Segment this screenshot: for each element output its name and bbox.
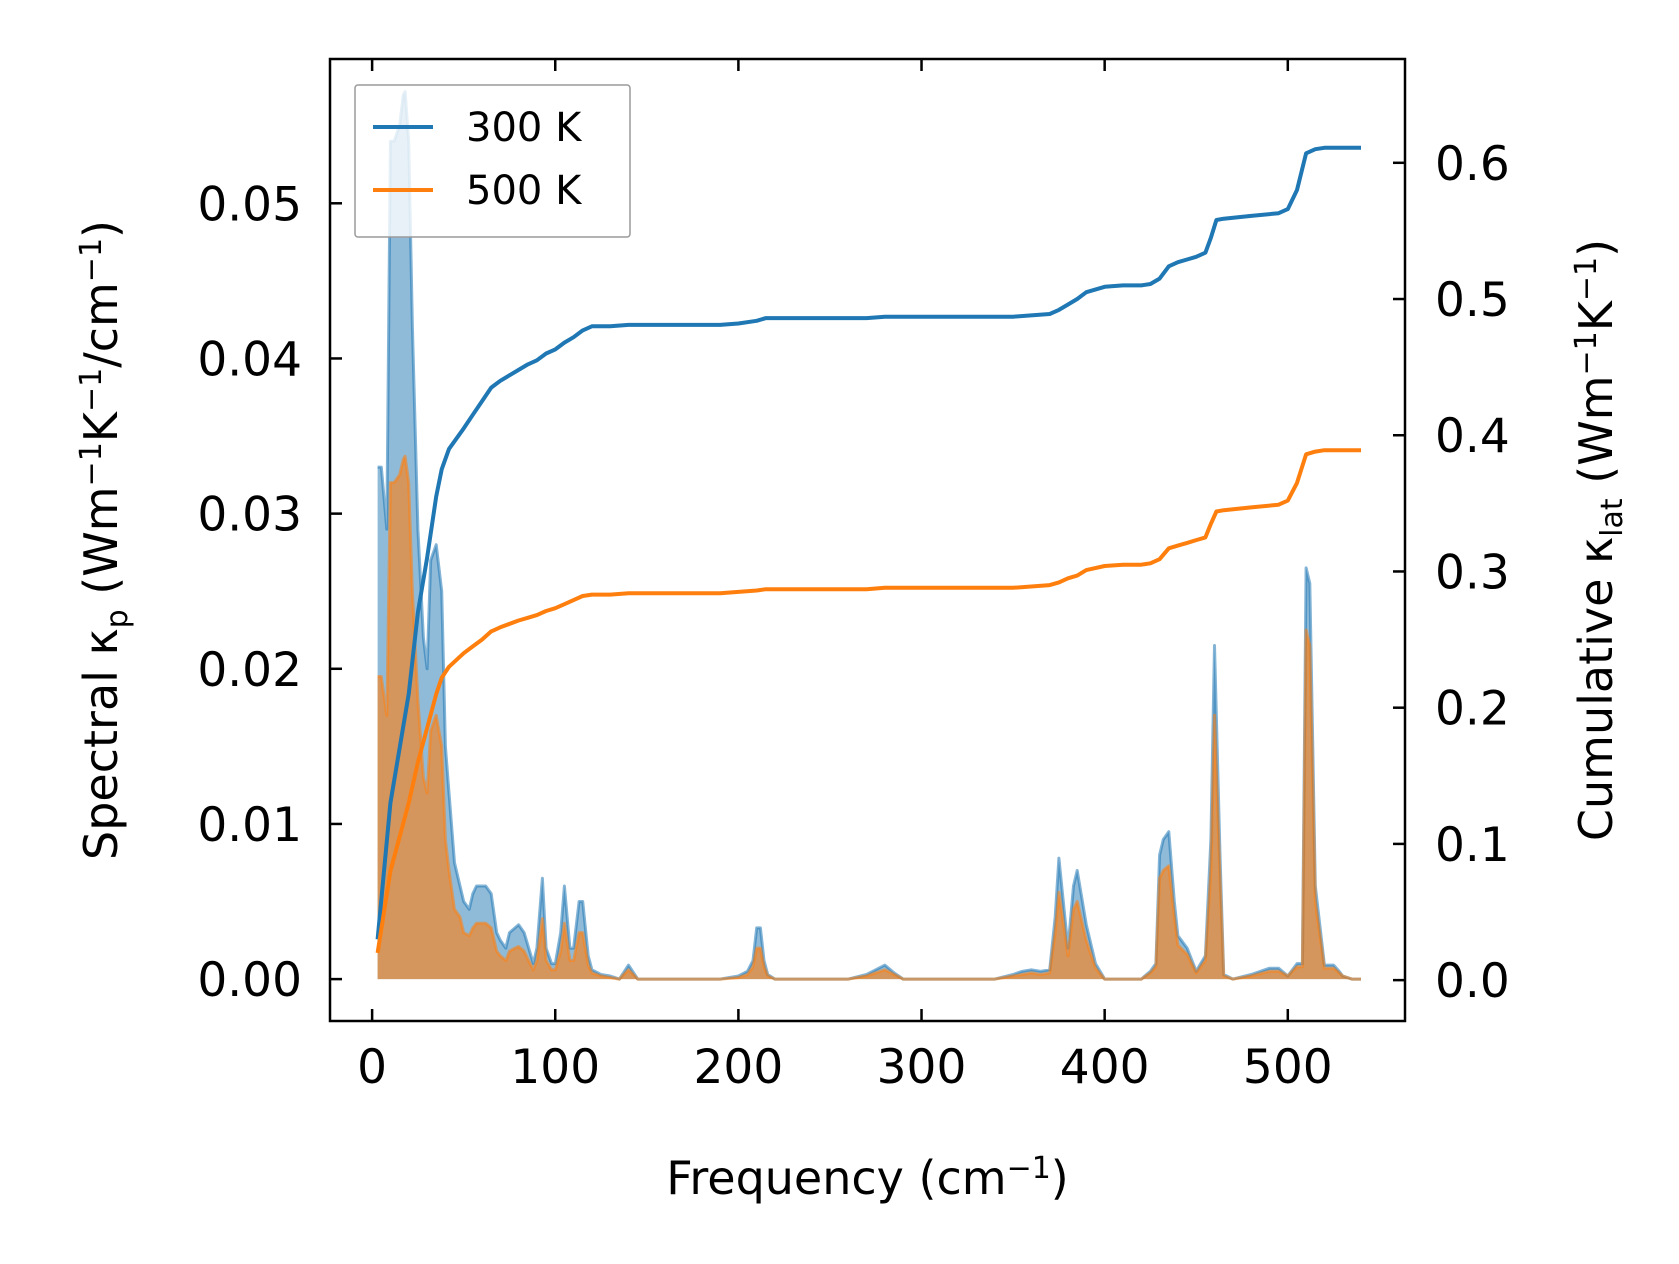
y-left-tick-label: 0.01 bbox=[197, 798, 302, 853]
cumulative-line-500k bbox=[375, 448, 1361, 954]
plot-frame bbox=[328, 57, 1407, 1023]
y-left-tick-label: 0.05 bbox=[197, 177, 302, 232]
x-tick-label: 400 bbox=[1060, 1040, 1150, 1095]
spectral-line-500k bbox=[377, 454, 1361, 981]
x-axis-label: Frequency (cm−1) bbox=[666, 1151, 1069, 1205]
spectral-area-500k bbox=[377, 456, 1362, 980]
spectral-line-300k bbox=[377, 90, 1361, 981]
legend-label-300k: 300 K bbox=[466, 105, 583, 151]
legend-box bbox=[354, 84, 631, 238]
axis-ticks bbox=[330, 59, 1405, 1021]
cumulative-line-layer bbox=[375, 145, 1361, 954]
x-tick-label: 300 bbox=[877, 1040, 967, 1095]
x-tick-label: 0 bbox=[357, 1040, 387, 1095]
axis-tick-labels: 0 100 200 300 400 5000.000.010.020.030.040.05… bbox=[197, 137, 1509, 1095]
y-right-tick-label: 0.6 bbox=[1435, 137, 1510, 192]
right-y-axis-label: Cumulative κlat (Wm−1K−1) bbox=[1569, 239, 1630, 841]
legend-label-500k: 500 K bbox=[466, 168, 583, 214]
y-right-tick-label: 0.1 bbox=[1435, 818, 1510, 873]
y-right-tick-label: 0.0 bbox=[1435, 954, 1510, 1009]
y-left-tick-label: 0.00 bbox=[197, 953, 302, 1008]
x-tick-label: 500 bbox=[1243, 1040, 1333, 1095]
y-left-tick-label: 0.03 bbox=[197, 488, 302, 543]
y-left-tick-label: 0.02 bbox=[197, 643, 302, 698]
x-tick-label: 100 bbox=[510, 1040, 600, 1095]
y-right-tick-label: 0.5 bbox=[1435, 273, 1510, 328]
left-y-axis-label: Spectral κp (Wm−1K−1/cm−1) bbox=[74, 220, 135, 860]
y-left-tick-label: 0.04 bbox=[197, 332, 302, 387]
y-right-tick-label: 0.3 bbox=[1435, 545, 1510, 600]
spectral-line-layer bbox=[377, 90, 1361, 981]
y-right-tick-label: 0.4 bbox=[1435, 409, 1510, 464]
x-tick-label: 200 bbox=[694, 1040, 784, 1095]
legend: 300 K 500 K bbox=[354, 84, 631, 238]
cumulative-line-300k bbox=[375, 145, 1361, 940]
y-right-tick-label: 0.2 bbox=[1435, 682, 1510, 737]
